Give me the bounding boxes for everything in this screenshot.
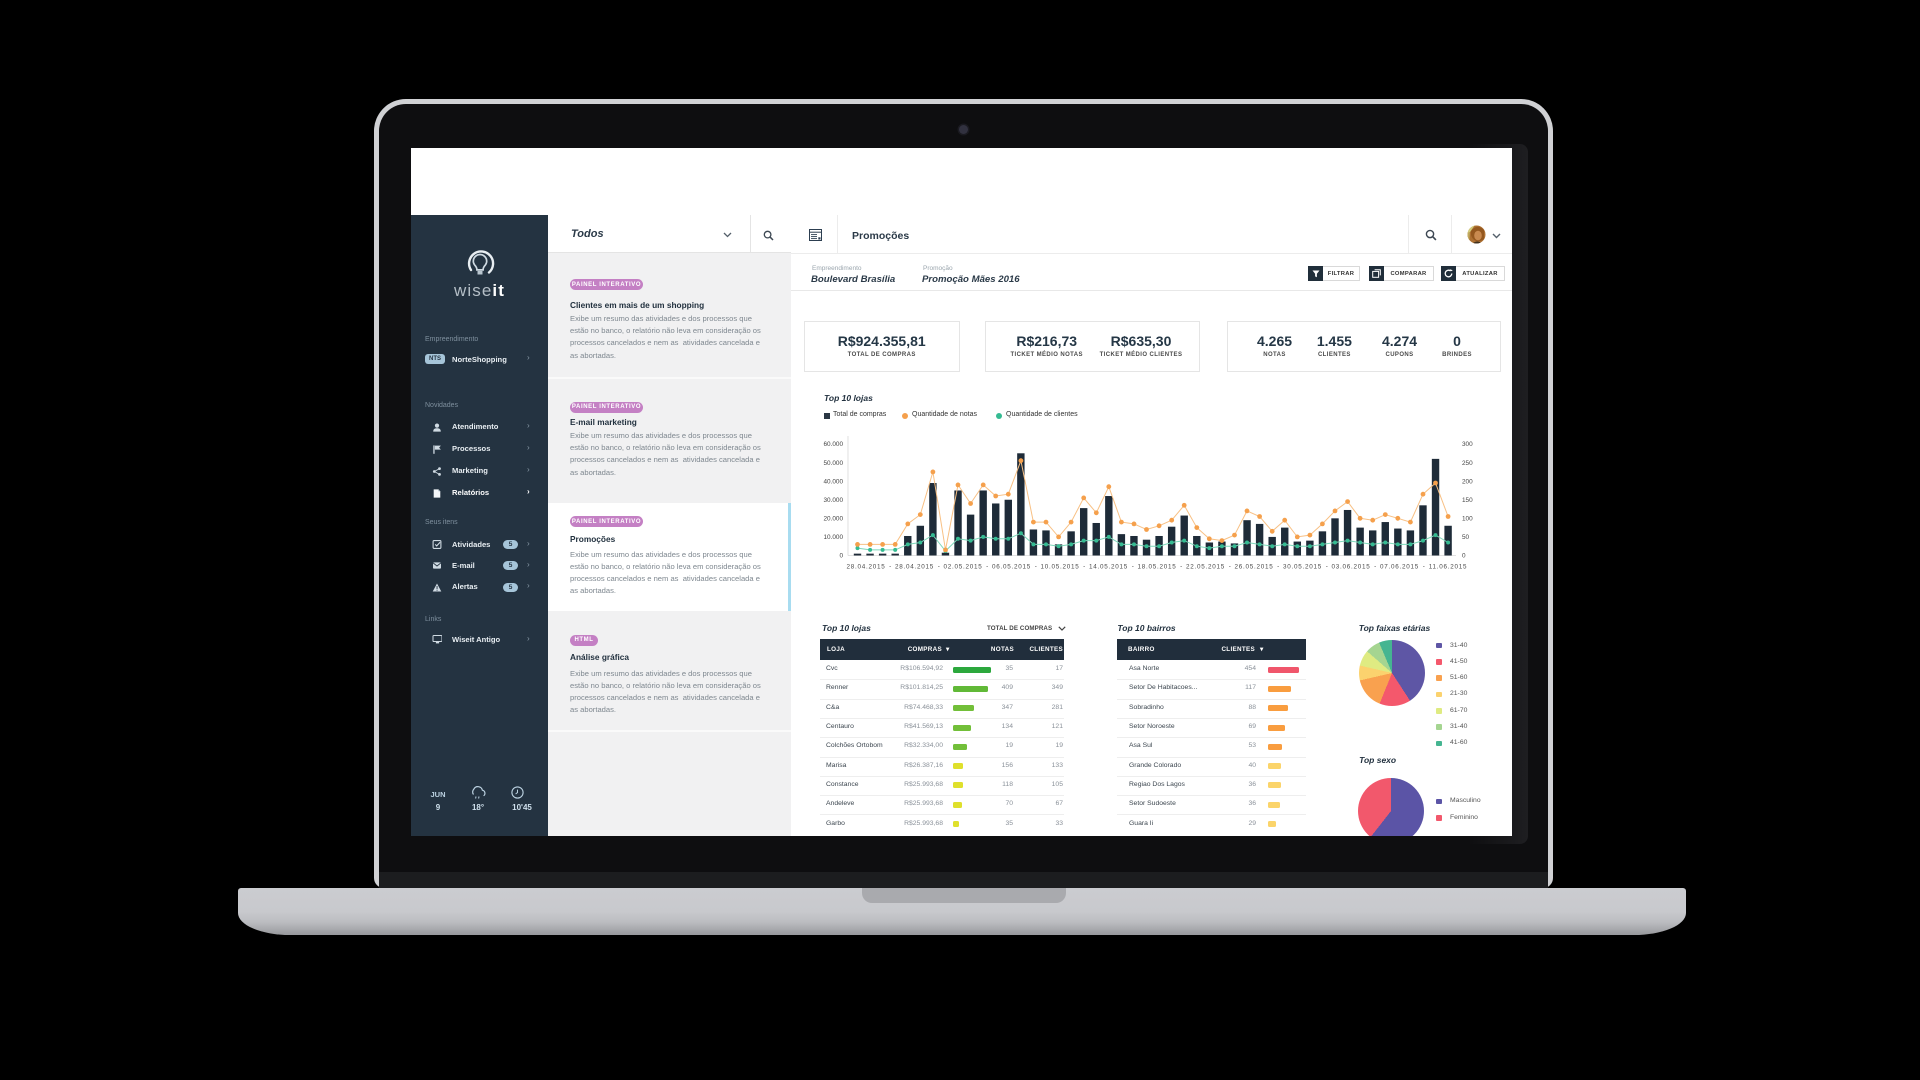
svg-text:-: -: [986, 563, 988, 570]
svg-text:07.06.2015: 07.06.2015: [1380, 564, 1419, 571]
svg-text:11.06.2015: 11.06.2015: [1429, 564, 1468, 571]
svg-text:22.05.2015: 22.05.2015: [1186, 564, 1225, 571]
svg-text:0: 0: [839, 553, 843, 560]
svg-text:-: -: [1277, 563, 1279, 570]
svg-text:0: 0: [1462, 553, 1466, 560]
svg-text:-: -: [1326, 563, 1328, 570]
svg-text:06.05.2015: 06.05.2015: [992, 564, 1031, 571]
svg-text:30.000: 30.000: [823, 497, 843, 504]
svg-text:-: -: [1374, 563, 1376, 570]
svg-text:03.06.2015: 03.06.2015: [1331, 564, 1370, 571]
svg-text:30.05.2015: 30.05.2015: [1283, 564, 1322, 571]
svg-text:-: -: [1180, 563, 1182, 570]
svg-text:60.000: 60.000: [823, 441, 843, 448]
svg-text:20.000: 20.000: [823, 516, 843, 523]
svg-text:200: 200: [1462, 478, 1473, 485]
svg-text:-: -: [938, 563, 940, 570]
svg-text:02.05.2015: 02.05.2015: [943, 564, 982, 571]
svg-text:26.05.2015: 26.05.2015: [1234, 564, 1273, 571]
svg-text:40.000: 40.000: [823, 478, 843, 485]
svg-text:18.05.2015: 18.05.2015: [1137, 564, 1176, 571]
svg-text:-: -: [1132, 563, 1134, 570]
svg-text:300: 300: [1462, 441, 1473, 448]
svg-text:-: -: [1035, 563, 1037, 570]
svg-text:-: -: [889, 563, 891, 570]
svg-text:28.04.2015: 28.04.2015: [846, 564, 885, 571]
svg-text:150: 150: [1462, 497, 1473, 504]
svg-text:10.000: 10.000: [823, 534, 843, 541]
svg-text:-: -: [1229, 563, 1231, 570]
svg-text:14.05.2015: 14.05.2015: [1089, 564, 1128, 571]
svg-text:-: -: [1423, 563, 1425, 570]
svg-text:28.04.2015: 28.04.2015: [895, 564, 934, 571]
svg-text:10.05.2015: 10.05.2015: [1040, 564, 1079, 571]
svg-text:250: 250: [1462, 460, 1473, 467]
svg-text:100: 100: [1462, 516, 1473, 523]
svg-text:-: -: [1083, 563, 1085, 570]
svg-text:50: 50: [1462, 534, 1470, 541]
svg-text:50.000: 50.000: [823, 460, 843, 467]
